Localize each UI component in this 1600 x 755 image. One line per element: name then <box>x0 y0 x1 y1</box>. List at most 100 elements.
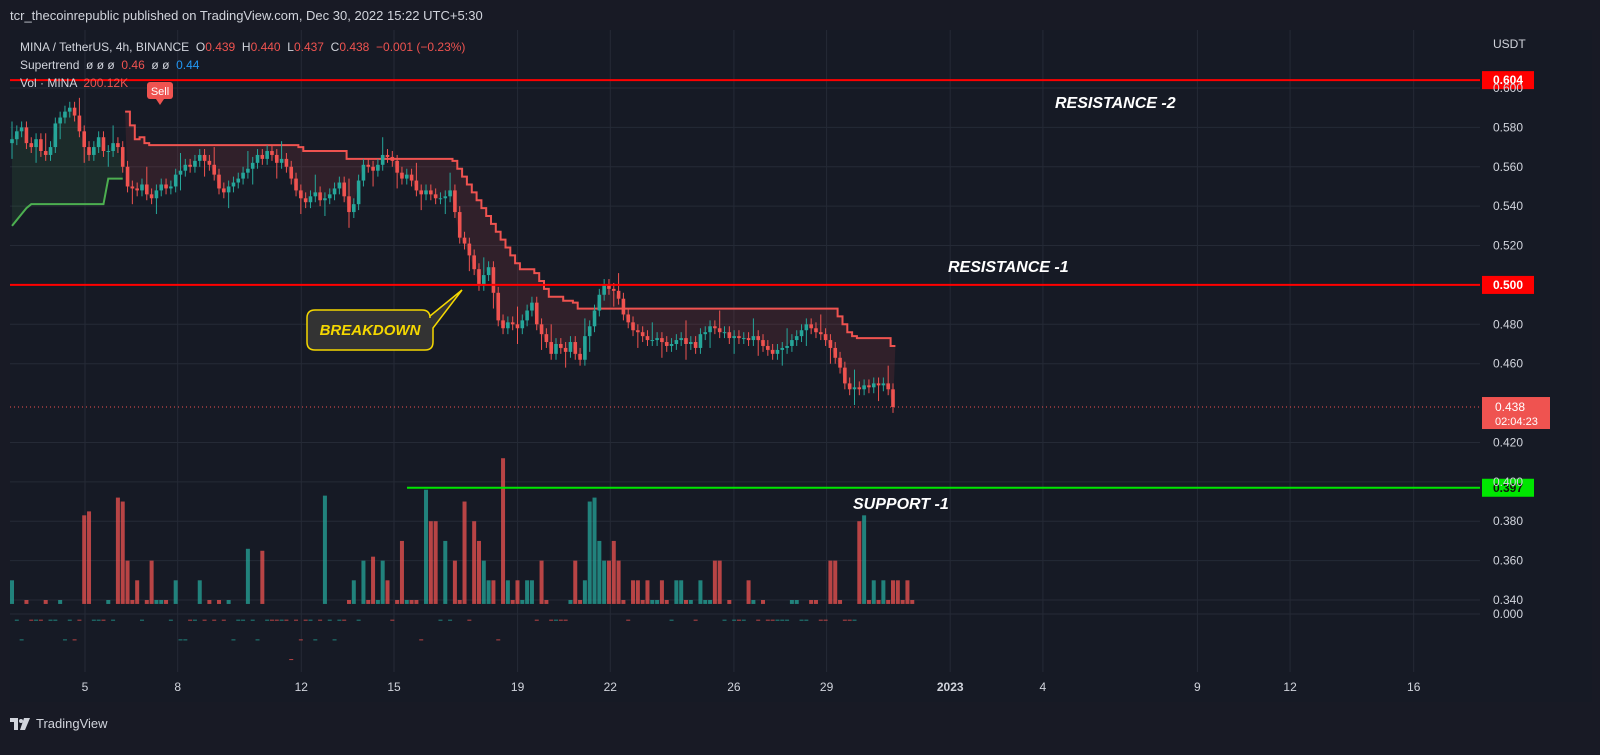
price-tick-label: 0.520 <box>1493 239 1523 253</box>
high-value: 0.440 <box>250 40 281 54</box>
candle <box>751 336 756 341</box>
candle <box>611 288 616 291</box>
candle <box>395 160 399 173</box>
volume-bar <box>857 521 862 604</box>
volume-bar <box>207 600 212 604</box>
volume-bar <box>342 619 347 621</box>
volume-bar <box>736 619 741 621</box>
volume-bar <box>871 580 876 604</box>
candle <box>539 324 544 335</box>
candle <box>732 336 736 339</box>
volume-bar <box>761 600 766 604</box>
volume-bar <box>212 619 217 621</box>
candle <box>785 345 789 348</box>
candle <box>207 160 212 165</box>
time-tick-label: 8 <box>174 680 181 694</box>
volume-bar <box>900 600 905 604</box>
candle <box>197 154 202 161</box>
candle <box>289 166 294 179</box>
volume-bar <box>101 619 106 621</box>
candle <box>530 302 534 311</box>
candle <box>53 123 58 148</box>
grid <box>10 30 1480 672</box>
candle <box>67 107 72 112</box>
volume-bar <box>520 600 525 604</box>
candle <box>414 180 419 191</box>
volume-bar <box>154 600 159 604</box>
candle <box>308 196 313 203</box>
legend-volume-row[interactable]: Vol · MINA 200.12K <box>20 74 465 92</box>
chart-pane[interactable] <box>10 30 1480 702</box>
volume-bar <box>616 560 621 604</box>
volume-bar <box>635 580 640 604</box>
candle <box>780 347 785 350</box>
candle <box>419 190 424 195</box>
close-value: 0.438 <box>339 40 370 54</box>
volume-bar <box>891 580 895 604</box>
candle <box>82 131 87 148</box>
time-tick-label: 9 <box>1194 680 1201 694</box>
volume-value: 200.12K <box>83 76 129 90</box>
volume-bar <box>419 639 424 641</box>
candle <box>491 267 496 293</box>
volume-bar <box>481 560 486 604</box>
price-axis-pane[interactable] <box>1480 30 1592 702</box>
volume-bar <box>592 497 597 604</box>
volume-bar <box>765 619 770 621</box>
volume-bar <box>587 501 592 604</box>
candle <box>621 298 626 315</box>
volume-bar <box>472 521 477 604</box>
candle <box>847 383 852 390</box>
candle <box>270 151 274 155</box>
volume-bar <box>72 639 77 641</box>
candle <box>794 336 799 341</box>
legend-supertrend-row[interactable]: Supertrend ø ø ø 0.46 ø ø 0.44 <box>20 56 465 74</box>
candle <box>737 336 741 339</box>
candle <box>448 190 452 197</box>
volume-bar <box>48 619 53 621</box>
volume-bar <box>842 619 847 621</box>
volume-bar <box>534 619 539 621</box>
time-tick-label: 16 <box>1407 680 1421 694</box>
volume-bar <box>549 619 554 621</box>
supertrend-band <box>11 107 896 407</box>
candle <box>717 328 722 333</box>
volume-bar <box>568 600 573 604</box>
candle <box>669 344 674 346</box>
candle <box>63 111 67 118</box>
volume-bar <box>356 619 361 621</box>
volume-bar <box>395 600 400 604</box>
volume-bar <box>308 619 313 621</box>
level-name-label: RESISTANCE -2 <box>1055 95 1176 112</box>
legend-symbol-row[interactable]: MINA / TetherUS, 4h, BINANCE O0.439 H0.4… <box>20 38 465 56</box>
candle <box>409 174 414 181</box>
sell-signal-badge <box>147 82 173 99</box>
volume-bar <box>279 619 284 621</box>
price-tick-label: 0.600 <box>1493 81 1523 95</box>
candle <box>279 158 284 163</box>
candle <box>19 127 24 132</box>
volume-bar <box>578 600 583 604</box>
candle <box>534 302 539 325</box>
volume-bar <box>332 639 337 641</box>
candle <box>43 151 48 155</box>
candle <box>202 154 207 161</box>
candle <box>510 322 515 325</box>
high-label: H <box>241 40 251 54</box>
supertrend-up-fill <box>12 107 123 226</box>
candle <box>891 389 895 408</box>
candle <box>424 190 428 195</box>
tradingview-brand[interactable]: TradingView <box>10 716 108 731</box>
volume-bar <box>284 619 289 621</box>
candle <box>679 338 683 341</box>
candle <box>467 243 472 256</box>
volume-bar <box>679 580 684 604</box>
candle <box>713 326 717 329</box>
volume-bar <box>683 600 688 604</box>
candle <box>770 349 775 354</box>
volume-bar <box>501 458 506 604</box>
candle <box>674 340 679 344</box>
volume-bar <box>529 580 534 604</box>
candle <box>833 347 838 358</box>
